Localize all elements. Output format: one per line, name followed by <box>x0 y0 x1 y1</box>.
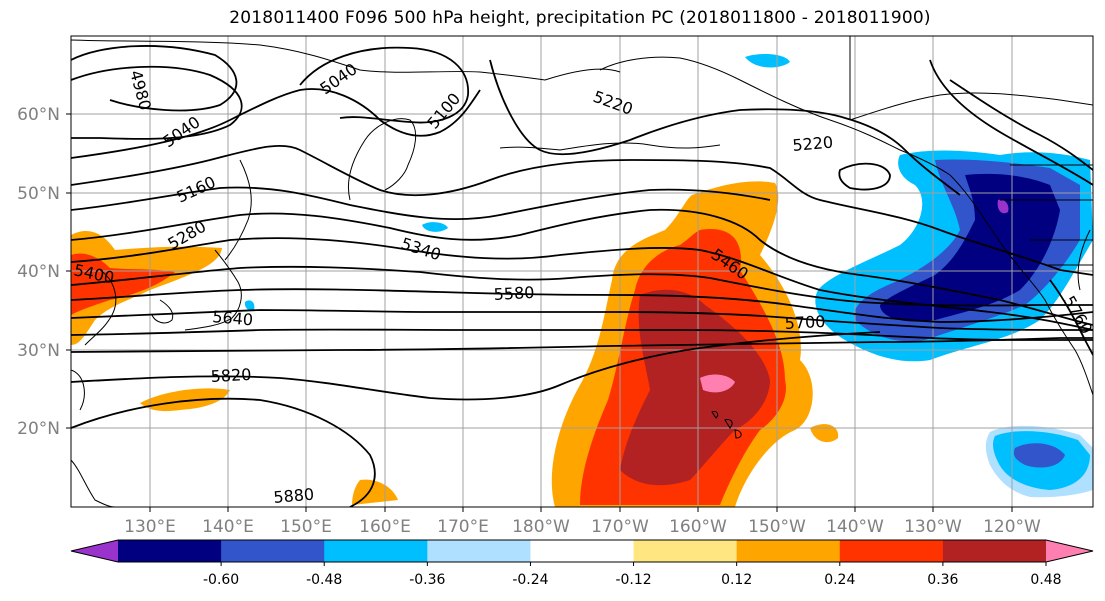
map-area: 4980 5040 5040 5100 5160 5220 5220 5280 … <box>71 36 1093 507</box>
lon-label: 160°W <box>669 517 727 537</box>
contour-label: 5220 <box>792 133 834 155</box>
colorbar-extend-high <box>1046 540 1093 562</box>
lat-label: 30°N <box>17 341 60 361</box>
colorbar-tick-label: -0.12 <box>615 572 651 588</box>
coastlines <box>71 36 1093 507</box>
lat-label: 50°N <box>17 184 60 204</box>
colorbar: -0.60 -0.48 -0.36 -0.24 -0.12 0.12 0.24 0.36 0.4… <box>70 539 1094 588</box>
colorbar-swatch <box>633 540 738 562</box>
colorbar-swatch <box>736 540 841 562</box>
lon-label: 150°W <box>748 517 806 537</box>
colorbar-tick-label: -0.24 <box>512 572 548 588</box>
colorbar-outline <box>70 539 1094 563</box>
colorbar-swatch <box>324 540 428 562</box>
lon-label: 130°W <box>904 517 962 537</box>
lon-label: 180°W <box>512 517 570 537</box>
lon-label: 150°E <box>280 517 332 537</box>
colorbar-tick-label: -0.48 <box>306 572 342 588</box>
colorbar-tick-label: -0.60 <box>203 572 239 588</box>
colorbar-swatch <box>118 540 222 562</box>
colorbar-extend-low <box>71 540 118 562</box>
height-contours <box>71 45 1093 507</box>
lat-label: 60°N <box>17 105 60 125</box>
colorbar-swatch <box>221 540 325 562</box>
contour-label: 5640 <box>212 307 254 329</box>
colorbar-swatch <box>942 540 1047 562</box>
colorbar-tick-label: 0.24 <box>824 572 855 588</box>
precip-positive-anomaly <box>71 181 839 507</box>
contour-label: 5820 <box>210 365 252 386</box>
lon-label: 140°W <box>826 517 884 537</box>
colorbar-tick-label: 0.12 <box>721 572 752 588</box>
colorbar-swatch <box>839 540 944 562</box>
contour-label: 5880 <box>273 485 315 507</box>
precip-negative-anomaly <box>244 54 1093 498</box>
lat-label: 40°N <box>17 262 60 282</box>
colorbar-tick-label: 0.36 <box>927 572 958 588</box>
lon-label: 170°E <box>437 517 489 537</box>
colorbar-tick-label: -0.36 <box>409 572 445 588</box>
lon-label: 120°W <box>983 517 1041 537</box>
lon-label: 160°E <box>359 517 411 537</box>
colorbar-swatch <box>530 540 635 562</box>
lon-label: 140°E <box>202 517 254 537</box>
lat-axis: 60°N 50°N 40°N 30°N 20°N <box>17 105 71 439</box>
lat-label: 20°N <box>17 419 60 439</box>
map-title: 2018011400 F096 500 hPa height, precipit… <box>229 8 931 28</box>
lon-axis: 130°E 140°E 150°E 160°E 170°E 180°W 170°… <box>124 507 1041 537</box>
lon-label: 130°E <box>124 517 176 537</box>
lon-label: 170°W <box>591 517 649 537</box>
colorbar-swatch <box>427 540 531 562</box>
contour-label: 5700 <box>784 312 826 333</box>
colorbar-tick-label: 0.48 <box>1030 572 1061 588</box>
graticule <box>71 36 1093 507</box>
contour-label: 5580 <box>493 283 535 304</box>
